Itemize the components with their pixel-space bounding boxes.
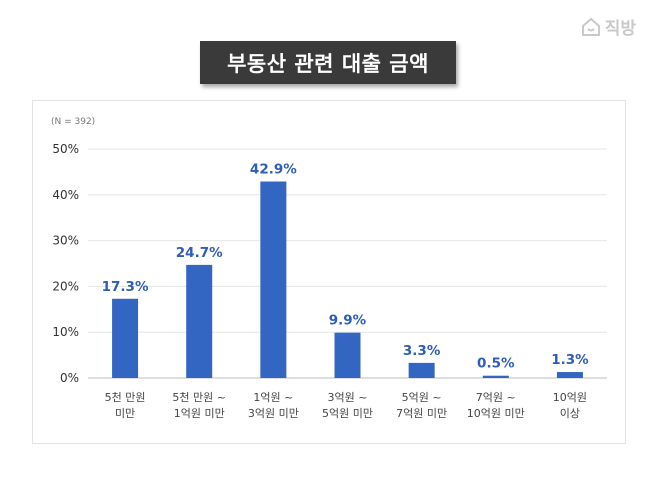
category-label: 미만 <box>115 407 135 420</box>
category-label: 10억원 미만 <box>467 407 525 420</box>
category-label: 5억원 미만 <box>322 407 373 420</box>
category-label: 5억원 ~ <box>402 391 442 404</box>
y-tick-label: 10% <box>52 325 79 339</box>
bar <box>408 362 435 378</box>
bar <box>482 375 509 378</box>
bar-value-label: 1.3% <box>551 352 589 368</box>
y-tick-label: 20% <box>52 279 79 293</box>
brand-name: 직방 <box>604 19 636 39</box>
y-tick-label: 40% <box>52 188 79 202</box>
bar-value-label: 24.7% <box>176 245 223 261</box>
y-tick-label: 0% <box>60 371 79 385</box>
category-label: 7억원 ~ <box>476 391 516 404</box>
category-label: 3억원 ~ <box>328 391 368 404</box>
y-tick-label: 30% <box>52 234 79 248</box>
category-label: 10억원 <box>553 391 587 404</box>
bar-value-label: 0.5% <box>477 356 515 372</box>
bar-value-label: 17.3% <box>102 279 149 295</box>
house-logo-icon <box>581 17 600 36</box>
category-label: 5천 만원 ~ <box>172 390 226 404</box>
chart-title: 부동산 관련 대출 금액 <box>200 41 456 84</box>
bar <box>186 264 213 378</box>
category-label: 3억원 미만 <box>248 407 299 420</box>
category-label: 이상 <box>560 407 580 420</box>
bar <box>260 181 287 378</box>
bar-chart: (N = 392) 0% 10% 20% 30% 40% 50% 17.3% 5천 만원미만… <box>51 117 607 420</box>
bar <box>334 332 361 378</box>
bar-value-label: 3.3% <box>403 343 441 359</box>
category-label: 7억원 미만 <box>396 407 447 420</box>
sample-size-note: (N = 392) <box>51 117 95 127</box>
category-label: 5천 만원 <box>105 390 146 404</box>
bar <box>556 372 583 378</box>
bar-value-label: 42.9% <box>250 162 297 178</box>
category-label: 1억원 ~ <box>253 391 293 404</box>
bar <box>112 298 139 378</box>
brand-logo: 직방 <box>581 14 636 39</box>
category-label: 1억원 미만 <box>174 407 225 420</box>
y-tick-label: 50% <box>52 142 79 156</box>
bar-value-label: 9.9% <box>329 313 367 329</box>
